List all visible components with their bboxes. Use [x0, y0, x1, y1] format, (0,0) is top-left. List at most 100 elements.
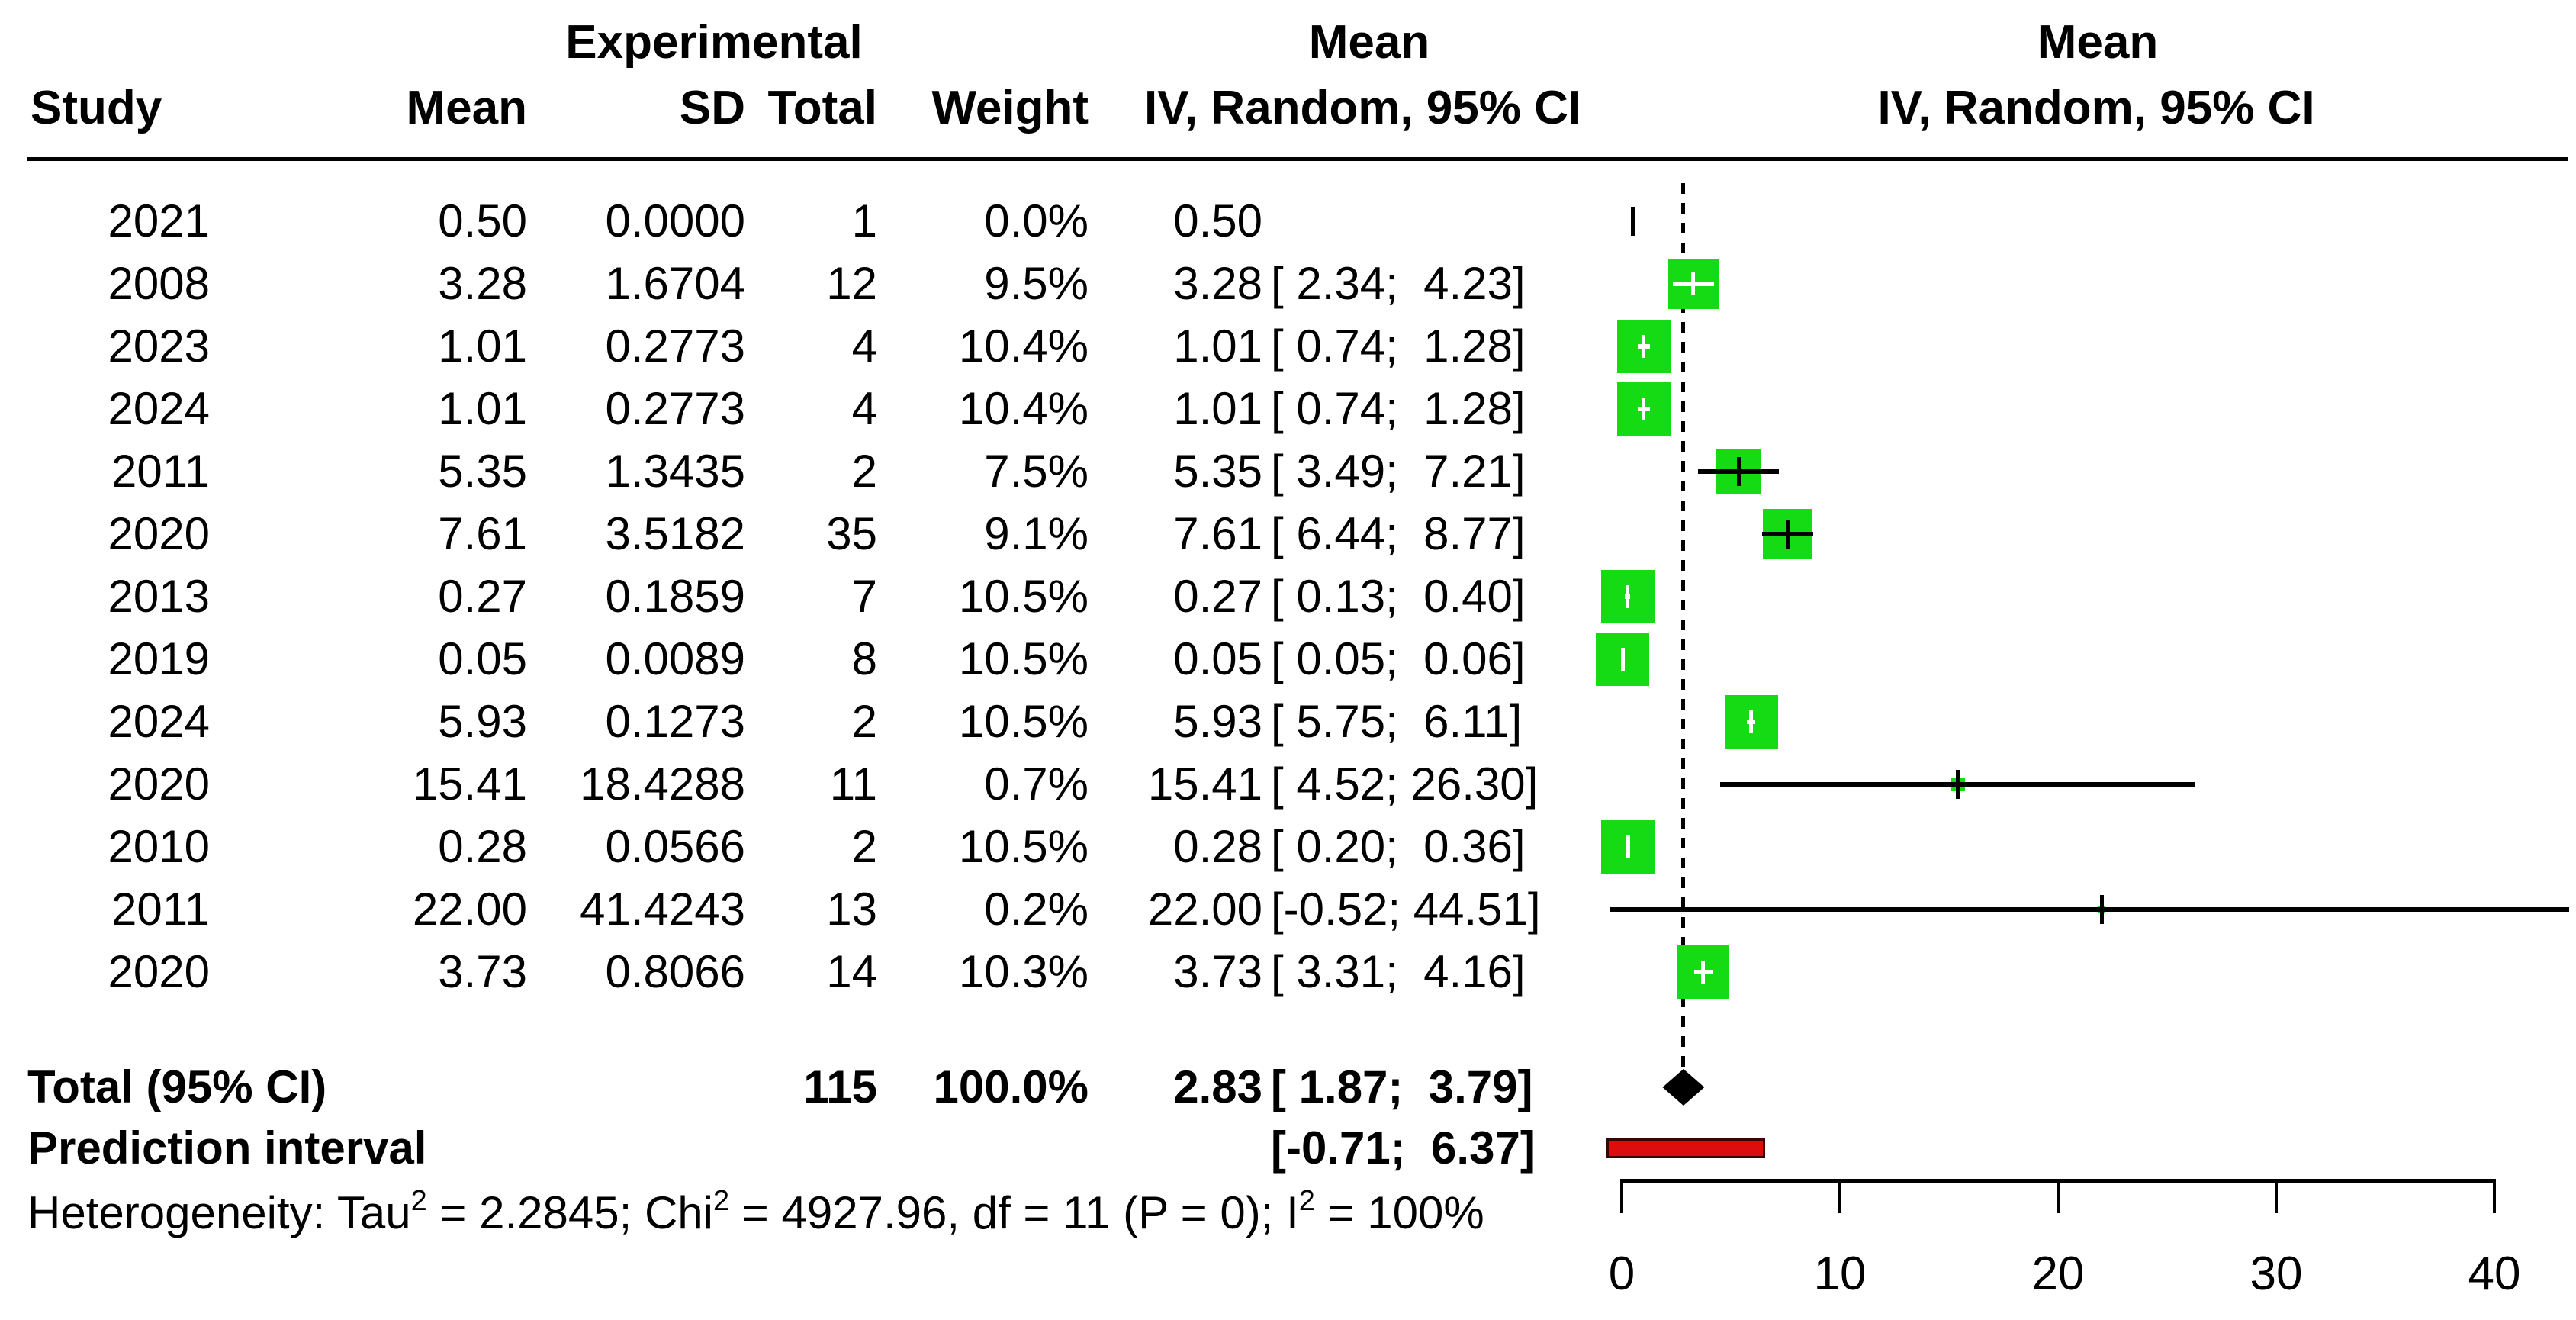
mean-value: 22.00 — [412, 884, 527, 935]
study-label: 2024 — [108, 383, 210, 434]
sd-value: 0.1273 — [605, 696, 745, 747]
study-row: 2020 15.41 18.4288 11 0.7% 15.41[ 4.52; 26.30… — [0, 753, 1602, 816]
superscript: 2 — [712, 1185, 730, 1217]
mean-value: 1.01 — [438, 320, 527, 372]
heterogeneity-text: = 100% — [1314, 1187, 1484, 1238]
mean-value: 5.93 — [438, 696, 527, 747]
ci-text: [ 0.05; 0.06] — [1271, 633, 1526, 684]
marker-plus-vertical — [1749, 710, 1754, 733]
ci-text: [ 0.20; 0.36] — [1271, 821, 1526, 872]
mean-value: 3.73 — [438, 946, 527, 997]
ci-text: [ 0.74; 1.28] — [1271, 320, 1526, 372]
heterogeneity-text: Heterogeneity: Tau — [27, 1187, 411, 1238]
total-estimate: 2.83 — [1173, 1061, 1262, 1112]
column-header-mean: Mean — [406, 82, 527, 134]
marker-plus-vertical — [1701, 961, 1706, 984]
study-label: 2023 — [108, 320, 210, 372]
study-label: 2020 — [108, 508, 210, 559]
column-header-sd: SD — [679, 82, 745, 134]
point-estimate-tick — [1786, 520, 1790, 549]
sd-value: 0.2773 — [605, 383, 745, 434]
ci-text: [ 6.44; 8.77] — [1271, 508, 1526, 559]
weight-value: 10.4% — [958, 383, 1089, 434]
study-row: 2011 5.35 1.3435 2 7.5% 5.35[ 3.49; 7.21] — [0, 440, 1602, 503]
column-header-weight: Weight — [931, 82, 1089, 134]
total-row: Total (95% CI) 115 100.0% 2.83 [ 1.87; 3… — [0, 1056, 1602, 1119]
superscript: 2 — [410, 1185, 427, 1217]
study-row: 2013 0.27 0.1859 7 10.5% 0.27[ 0.13; 0.40] — [0, 565, 1602, 628]
column-header-total: Total — [767, 82, 878, 134]
mean-value: 3.28 — [438, 258, 527, 309]
x-axis-tick — [2057, 1179, 2060, 1213]
sd-value: 0.0566 — [605, 821, 745, 872]
total-value: 7 — [851, 571, 877, 622]
effect-estimate: 3.73 — [1173, 946, 1262, 997]
x-axis-tick-label: 0 — [1608, 1248, 1635, 1300]
effect-estimate: 3.28 — [1173, 258, 1262, 309]
sd-value: 3.5182 — [605, 508, 745, 559]
weight-value: 9.1% — [984, 508, 1089, 559]
sd-value: 41.4243 — [580, 884, 745, 935]
study-label: 2010 — [108, 821, 210, 872]
point-estimate-tick — [1956, 770, 1960, 799]
effect-estimate: 0.27 — [1173, 571, 1262, 622]
column-header-iv-random-text: IV, Random, 95% CI — [1144, 82, 1582, 134]
weight-value: 0.2% — [984, 884, 1089, 935]
effect-estimate: 1.01 — [1173, 320, 1262, 372]
ci-text: [ 3.49; 7.21] — [1271, 446, 1526, 497]
weight-value: 0.7% — [984, 758, 1089, 810]
header-divider-rule — [27, 157, 2568, 161]
ci-text: [ 2.34; 4.23] — [1271, 258, 1526, 309]
study-row: 2019 0.05 0.0089 8 10.5% 0.05[ 0.05; 0.06] — [0, 628, 1602, 691]
column-group-header-mean-text: Mean — [1308, 16, 1430, 69]
total-value: 2 — [851, 446, 877, 497]
weight-value: 0.0% — [984, 195, 1089, 246]
study-row: 2023 1.01 0.2773 4 10.4% 1.01[ 0.74; 1.28] — [0, 315, 1602, 378]
study-label: 2020 — [108, 758, 210, 810]
study-label: 2021 — [108, 195, 210, 246]
effect-estimate: 22.00 — [1147, 884, 1262, 935]
reference-line-dashed — [1681, 183, 1686, 1068]
total-ci: [ 1.87; 3.79] — [1271, 1061, 1533, 1112]
study-label: 2013 — [108, 571, 210, 622]
heterogeneity-text: = 2.2845; Chi — [426, 1187, 713, 1238]
total-value: 13 — [826, 884, 877, 935]
x-axis-tick — [1620, 1179, 1623, 1213]
total-value: 4 — [851, 383, 877, 434]
study-label: 2024 — [108, 696, 210, 747]
marker-plus-vertical — [1642, 398, 1646, 420]
weight-value: 10.4% — [958, 320, 1089, 372]
effect-estimate: 0.28 — [1173, 821, 1262, 872]
sd-value: 1.6704 — [605, 258, 745, 309]
study-row: 2008 3.28 1.6704 12 9.5% 3.28[ 2.34; 4.23] — [0, 253, 1602, 315]
sd-value: 0.0000 — [605, 195, 745, 246]
total-value: 12 — [826, 258, 877, 309]
pooled-effect-diamond — [1662, 1069, 1705, 1106]
sd-value: 18.4288 — [580, 758, 745, 810]
mean-value: 0.05 — [438, 633, 527, 684]
point-estimate-tick — [1630, 207, 1635, 236]
marker-plus-vertical — [1642, 335, 1646, 358]
mean-value: 0.50 — [438, 195, 527, 246]
total-value: 8 — [851, 633, 877, 684]
marker-plus-vertical — [1626, 835, 1630, 858]
weight-value: 10.5% — [958, 571, 1089, 622]
effect-estimate: 0.50 — [1173, 195, 1262, 246]
weight-value: 10.5% — [958, 821, 1089, 872]
point-estimate-tick — [2099, 895, 2104, 924]
mean-value: 0.28 — [438, 821, 527, 872]
point-estimate-tick — [1736, 457, 1741, 486]
effect-estimate: 5.93 — [1173, 696, 1262, 747]
mean-value: 5.35 — [438, 446, 527, 497]
total-value: 2 — [851, 821, 877, 872]
prediction-interval-label: Prediction interval — [27, 1122, 427, 1174]
sd-value: 0.1859 — [605, 571, 745, 622]
total-label: Total (95% CI) — [27, 1061, 327, 1112]
marker-plus-vertical — [1691, 272, 1696, 295]
effect-estimate: 7.61 — [1173, 508, 1262, 559]
study-label: 2008 — [108, 258, 210, 309]
weight-value: 10.5% — [958, 696, 1089, 747]
marker-plus-vertical — [1626, 585, 1630, 608]
effect-estimate: 5.35 — [1173, 446, 1262, 497]
